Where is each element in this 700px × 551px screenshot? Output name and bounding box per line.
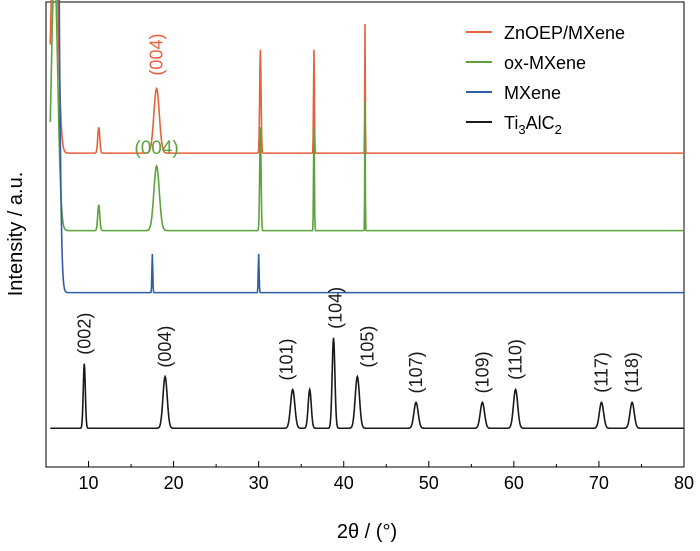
x-tick-label-70: 70 — [589, 473, 609, 493]
legend-label-1: ox-MXene — [504, 53, 586, 73]
x-tick-label-10: 10 — [79, 473, 99, 493]
peak-label: (104) — [326, 287, 346, 329]
legend: ZnOEP/MXene ox-MXene MXene Ti3AlC2 — [466, 23, 625, 137]
peak-label: (110) — [506, 339, 526, 380]
x-tick-label-60: 60 — [504, 473, 524, 493]
peak-label: (004) — [134, 138, 178, 159]
x-axis-ticks: 10 20 30 40 50 60 70 80 — [45, 461, 694, 493]
peak-annotations: (002)(004)(002)(004)(002)(002)(004)(101)… — [74, 34, 642, 394]
series-layer — [49, 0, 684, 430]
x-tick-label-30: 30 — [249, 473, 269, 493]
x-tick-label-50: 50 — [419, 473, 439, 493]
legend-label-0: ZnOEP/MXene — [504, 23, 625, 43]
x-tick-label-40: 40 — [334, 473, 354, 493]
peak-label: (118) — [622, 352, 642, 393]
series-line-0 — [49, 0, 684, 154]
x-tick-label-20: 20 — [164, 473, 184, 493]
y-axis-label: Intensity / a.u. — [5, 172, 27, 297]
x-tick-label-80: 80 — [674, 473, 694, 493]
peak-label: (002) — [74, 313, 94, 355]
peak-label: (004) — [147, 34, 167, 76]
peak-label: (117) — [591, 352, 611, 393]
peak-label: (101) — [277, 338, 297, 380]
peak-label: (107) — [406, 351, 426, 393]
peak-label: (109) — [472, 351, 492, 393]
series-line-3 — [50, 337, 684, 430]
plot-frame — [45, 1, 685, 468]
legend-label-3: Ti3AlC2 — [504, 113, 562, 137]
peak-label: (004) — [155, 326, 175, 368]
x-axis-label: 2θ / (°) — [337, 521, 397, 543]
series-line-2 — [58, 0, 684, 294]
legend-label-2: MXene — [504, 83, 561, 103]
peak-label: (105) — [357, 326, 377, 368]
series-line-1 — [49, 0, 684, 232]
